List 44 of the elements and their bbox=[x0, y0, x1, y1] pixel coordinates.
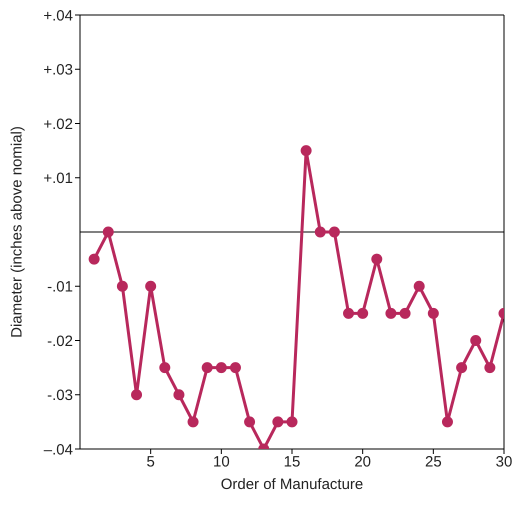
point bbox=[116, 280, 128, 292]
point bbox=[414, 280, 425, 292]
x-tick-label: 25 bbox=[424, 454, 442, 471]
point bbox=[272, 416, 284, 428]
y-axis-title: Diameter (inches above nomial) bbox=[8, 126, 26, 338]
point bbox=[300, 145, 312, 156]
point bbox=[131, 389, 142, 400]
point bbox=[188, 416, 199, 428]
point bbox=[328, 226, 340, 238]
point bbox=[385, 308, 396, 319]
x-tick-label: 10 bbox=[212, 454, 230, 471]
y-tick-label: -.03 bbox=[47, 387, 73, 404]
point bbox=[202, 362, 213, 374]
point bbox=[470, 335, 482, 346]
point bbox=[314, 226, 326, 238]
y-tick-label: –.04 bbox=[44, 441, 73, 458]
point bbox=[428, 308, 439, 319]
point bbox=[244, 416, 256, 428]
x-tick-label: 15 bbox=[284, 454, 300, 471]
point bbox=[88, 254, 100, 265]
point bbox=[145, 280, 156, 292]
x-tick-label: 20 bbox=[354, 454, 372, 471]
y-tick-label: +.03 bbox=[43, 62, 73, 79]
point bbox=[400, 308, 411, 319]
point bbox=[357, 308, 368, 319]
point bbox=[343, 308, 354, 319]
y-tick-label: +.02 bbox=[43, 116, 73, 133]
point bbox=[102, 226, 114, 238]
y-tick-label: +.04 bbox=[43, 7, 73, 24]
x-tick-label: 5 bbox=[146, 454, 155, 471]
point bbox=[159, 362, 170, 374]
point bbox=[173, 389, 184, 400]
x-axis-title: Order of Manufacture bbox=[220, 476, 364, 493]
y-tick-label: -.02 bbox=[47, 332, 73, 350]
point bbox=[216, 362, 227, 374]
point bbox=[456, 362, 468, 374]
y-tick-label: -.01 bbox=[47, 278, 73, 296]
y-tick-label: +.01 bbox=[43, 170, 73, 188]
point bbox=[286, 416, 298, 428]
point bbox=[442, 416, 453, 428]
x-tick-label: 30 bbox=[496, 454, 512, 471]
point bbox=[484, 362, 496, 374]
point bbox=[371, 254, 382, 265]
point bbox=[230, 362, 241, 374]
